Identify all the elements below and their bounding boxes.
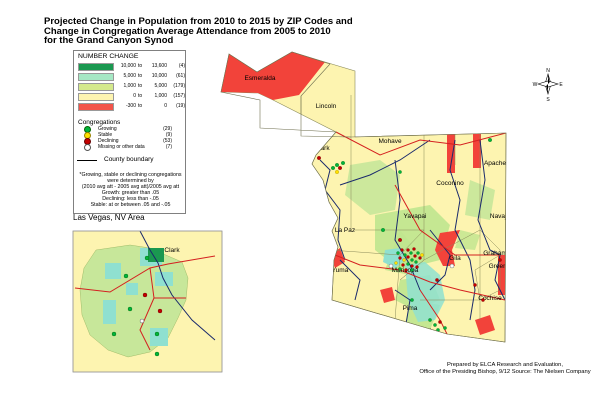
svg-text:Clark: Clark	[164, 247, 180, 254]
